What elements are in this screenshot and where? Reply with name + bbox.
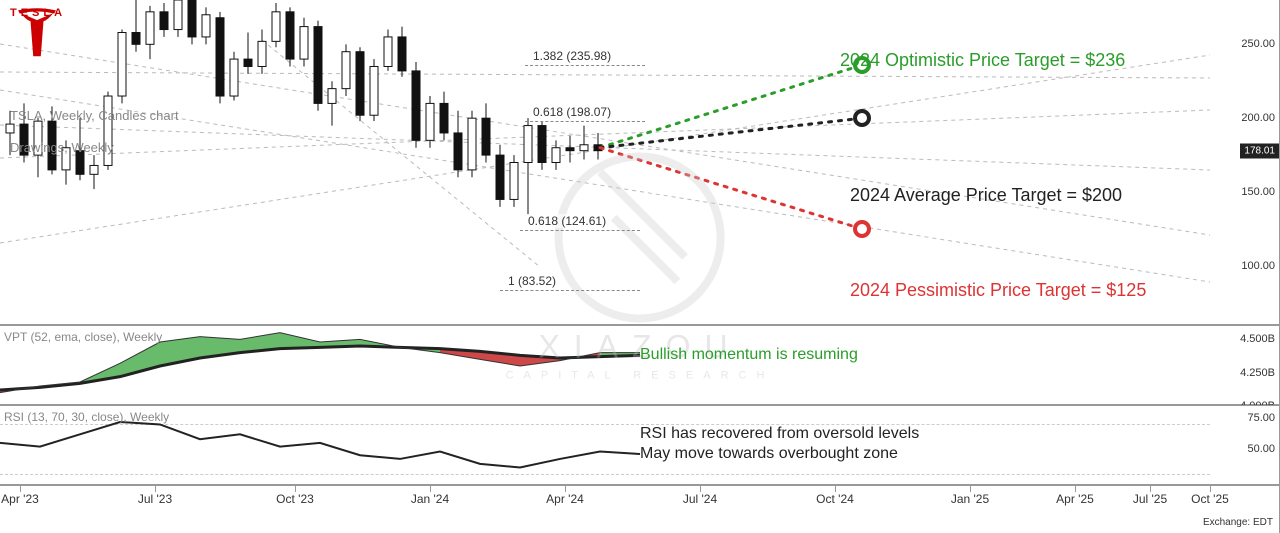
price-ytick: 100.00 <box>1241 260 1275 272</box>
pessimistic-target-label: 2024 Pessimistic Price Target = $125 <box>850 280 1146 301</box>
vpt-ytick: 4.250B <box>1240 367 1275 379</box>
drawings-label: Drawings, Weekly <box>10 140 114 155</box>
rsi-annotation-line1: RSI has recovered from oversold levels <box>640 424 919 444</box>
fib-label: 0.618 (198.07) <box>531 105 613 119</box>
vpt-ytick: 4.500B <box>1240 333 1275 345</box>
average-target-label: 2024 Average Price Target = $200 <box>850 185 1122 206</box>
xlabel: Jul '23 <box>138 492 172 506</box>
target-circle-pessimistic <box>853 220 871 238</box>
vpt-panel[interactable]: VPT (52, ema, close), Weekly Bullish mom… <box>0 325 1280 405</box>
xlabel: Jul '24 <box>683 492 717 506</box>
fib-line <box>500 290 640 291</box>
price-ytick: 250.00 <box>1241 38 1275 50</box>
xlabel: Apr '24 <box>546 492 584 506</box>
xlabel: Apr '23 <box>1 492 39 506</box>
tesla-logo-icon <box>10 5 64 59</box>
rsi-yaxis: 75.00 50.00 <box>1219 406 1279 484</box>
rsi-ytick: 75.00 <box>1247 412 1275 424</box>
xlabel: Jan '24 <box>411 492 449 506</box>
rsi-ytick: 50.00 <box>1247 443 1275 455</box>
rsi-annotation-line2: May move towards overbought zone <box>640 444 919 464</box>
exchange-label: Exchange: EDT <box>1203 517 1273 528</box>
rsi-chart <box>0 406 1210 486</box>
fib-line <box>525 65 645 66</box>
xlabel: Jul '25 <box>1133 492 1167 506</box>
vpt-chart <box>0 326 1210 406</box>
fib-line <box>525 121 645 122</box>
xlabel: Apr '25 <box>1056 492 1094 506</box>
rsi-panel[interactable]: RSI (13, 70, 30, close), Weekly RSI has … <box>0 405 1280 485</box>
target-circle-average <box>853 109 871 127</box>
xlabel: Oct '25 <box>1191 492 1229 506</box>
rsi-label: RSI (13, 70, 30, close), Weekly <box>4 410 169 424</box>
ticker-label: TSLA, Weekly, Candles chart <box>10 108 179 123</box>
xlabel: Oct '23 <box>276 492 314 506</box>
fib-label: 1.382 (235.98) <box>531 49 613 63</box>
tesla-logo: TESLA <box>10 5 66 19</box>
vpt-yaxis: 4.500B4.250B4.000B <box>1219 326 1279 404</box>
vpt-annotation: Bullish momentum is resuming <box>640 346 858 364</box>
fib-label: 1 (83.52) <box>506 274 558 288</box>
price-panel[interactable]: TESLA TSLA, Weekly, Candles chart Drawin… <box>0 0 1280 325</box>
price-ytick: 150.00 <box>1241 186 1275 198</box>
optimistic-target-label: 2024 Optimistic Price Target = $236 <box>840 50 1125 71</box>
price-yaxis: 100.00 150.00 200.00 250.00 178.01 <box>1219 0 1279 324</box>
fib-line <box>520 230 640 231</box>
fib-label: 0.618 (124.61) <box>526 214 608 228</box>
xlabel: Jan '25 <box>951 492 989 506</box>
rsi-annotation: RSI has recovered from oversold levels M… <box>640 424 919 464</box>
xaxis: Exchange: EDT Apr '23 Jul '23 Oct '23 Jan '… <box>0 485 1280 533</box>
vpt-label: VPT (52, ema, close), Weekly <box>4 330 162 344</box>
xlabel: Oct '24 <box>816 492 854 506</box>
price-ytick: 200.00 <box>1241 112 1275 124</box>
current-price-badge: 178.01 <box>1240 143 1279 158</box>
chart-container: XIAZOU CAPITAL RESEARCH TESLA TSLA, Week… <box>0 0 1280 533</box>
